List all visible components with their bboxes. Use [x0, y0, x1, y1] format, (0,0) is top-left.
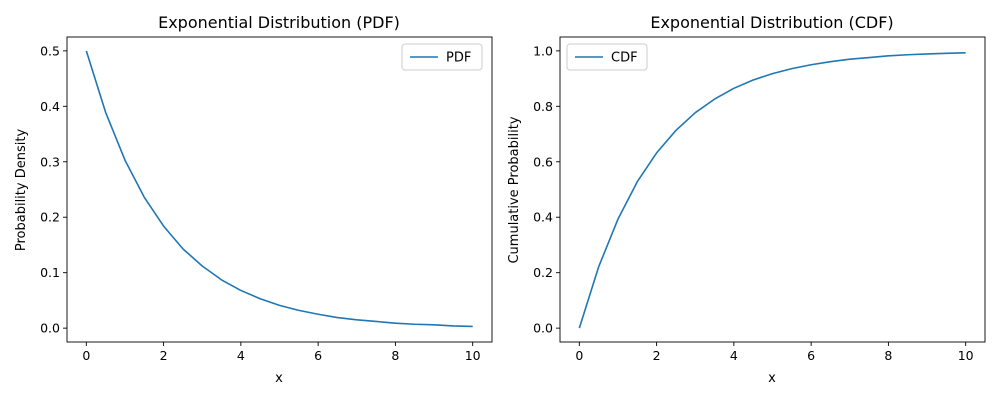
cdf-series-line-0: [578, 52, 966, 329]
pdf-y-tick-label: 0.2: [40, 210, 60, 225]
cdf-axes-frame: [559, 36, 986, 343]
cdf-y-tick-label: 0.6: [533, 154, 553, 169]
pdf-plot-area: 0 2 4 6 8 10 0.0 0.1 0.2 0.3 0.4 0.5 PDF: [40, 36, 493, 363]
pdf-x-axis-label: x: [275, 371, 283, 386]
cdf-y-tick-label: 0.4: [533, 210, 553, 225]
pdf-legend: PDF: [401, 43, 483, 71]
cdf-y-tick-label: 1.0: [533, 43, 553, 58]
pdf-x-tick-label: 0: [82, 348, 90, 363]
pdf-y-tick-label: 0.4: [40, 99, 60, 114]
cdf-x-tick-label: 4: [730, 348, 738, 363]
pdf-chart-title: Exponential Distribution (PDF): [158, 13, 400, 32]
pdf-legend-label: PDF: [446, 51, 471, 66]
cdf-legend-box: [566, 43, 648, 71]
cdf-x-axis-label: x: [768, 371, 776, 386]
cdf-x-tick-label: 10: [958, 348, 974, 363]
pdf-x-tick-label: 4: [237, 348, 245, 363]
cdf-legend: CDF: [566, 43, 648, 71]
cdf-chart-title: Exponential Distribution (CDF): [650, 13, 893, 32]
pdf-axes-frame: [66, 36, 493, 343]
cdf-x-tick-label: 0: [575, 348, 583, 363]
cdf-x-tick-label: 2: [653, 348, 661, 363]
pdf-x-tick-label: 10: [465, 348, 481, 363]
cdf-x-tick-label: 8: [884, 348, 892, 363]
cdf-legend-label: CDF: [611, 51, 638, 66]
pdf-y-axis-label: Probability Density: [14, 129, 29, 252]
cdf-x-tick-label: 6: [807, 348, 815, 363]
cdf-y-tick-label: 0.0: [533, 321, 553, 336]
pdf-legend-box: [401, 43, 483, 71]
cdf-plot-area: 0 2 4 6 8 10 0.0 0.2 0.4 0.6 0.8 1.0 CDF: [533, 36, 986, 363]
pdf-y-tick-label: 0.5: [40, 43, 60, 58]
pdf-x-tick-label: 6: [314, 348, 322, 363]
pdf-x-tick-label: 8: [391, 348, 399, 363]
pdf-y-tick-label: 0.0: [40, 321, 60, 336]
pdf-y-tick-label: 0.3: [40, 154, 60, 169]
pdf-series-line-0: [85, 50, 473, 328]
cdf-y-tick-label: 0.8: [533, 99, 553, 114]
cdf-panel: Exponential Distribution (CDF) x Cumulat…: [507, 13, 986, 386]
pdf-panel: Exponential Distribution (PDF) x Probabi…: [14, 13, 493, 386]
pdf-x-tick-label: 2: [160, 348, 168, 363]
cdf-y-axis-label: Cumulative Probability: [507, 116, 522, 263]
pdf-y-tick-label: 0.1: [40, 265, 60, 280]
cdf-y-tick-label: 0.2: [533, 265, 553, 280]
